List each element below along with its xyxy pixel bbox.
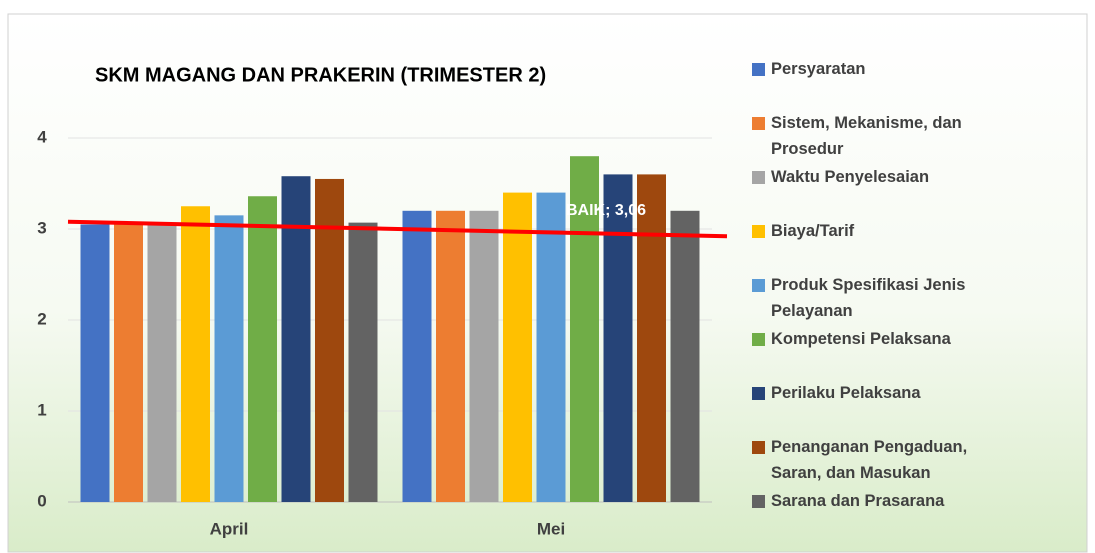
legend-swatch — [752, 441, 765, 454]
legend-label: Waktu Penyelesaian — [771, 168, 930, 186]
legend-label: Sistem, Mekanisme, dan Prosedur — [771, 114, 962, 158]
bar — [436, 210, 465, 503]
y-tick-label: 1 — [37, 400, 46, 419]
bar — [214, 215, 244, 502]
chart-title: SKM MAGANG DAN PRAKERIN (TRIMESTER 2) — [95, 64, 546, 86]
bar — [536, 192, 566, 502]
x-tick-label: April — [210, 519, 249, 538]
bar — [469, 210, 499, 503]
y-tick-label: 4 — [37, 127, 47, 146]
bar — [181, 206, 210, 502]
legend-label: Kompetensi Pelaksana — [771, 330, 951, 348]
legend-swatch — [752, 171, 765, 184]
legend-item: Perilaku Pelaksana — [752, 380, 1052, 406]
legend-swatch — [752, 63, 765, 76]
legend-item: Biaya/Tarif — [752, 218, 1052, 244]
x-tick-label: Mei — [537, 519, 565, 538]
legend-item: Waktu Penyelesaian — [752, 164, 1052, 190]
legend-swatch — [752, 279, 765, 292]
bar — [503, 192, 532, 502]
legend-item: Persyaratan — [752, 56, 1052, 82]
bar — [670, 210, 700, 503]
bar — [114, 222, 143, 502]
annotation: BAIK; 3,06 — [566, 202, 646, 219]
legend-label: Produk Spesifikasi Jenis Pelayanan — [771, 276, 966, 320]
legend-item: Kompetensi Pelaksana — [752, 326, 1052, 352]
bar — [147, 224, 177, 502]
legend-item: Sistem, Mekanisme, dan Prosedur — [752, 110, 1052, 162]
bar — [570, 156, 599, 502]
trend-line — [67, 219, 728, 239]
legend-swatch — [752, 225, 765, 238]
y-tick-label: 3 — [37, 218, 46, 237]
legend-label: Penanganan Pengaduan, Saran, dan Masukan — [771, 438, 968, 482]
legend-label: Persyaratan — [771, 60, 866, 78]
bar — [402, 210, 432, 503]
legend-swatch — [752, 333, 765, 346]
legend-label: Biaya/Tarif — [771, 222, 855, 240]
bar — [637, 174, 666, 502]
bar — [348, 222, 378, 502]
legend-swatch — [752, 495, 765, 508]
bar — [281, 176, 311, 502]
bar — [603, 174, 633, 502]
bar — [80, 224, 110, 502]
legend-swatch — [752, 117, 765, 130]
legend-label: Perilaku Pelaksana — [771, 384, 921, 402]
y-tick-label: 0 — [37, 491, 46, 510]
legend-item: Produk Spesifikasi Jenis Pelayanan — [752, 272, 1052, 324]
legend-item: Penanganan Pengaduan, Saran, dan Masukan — [752, 434, 1052, 486]
y-tick-label: 2 — [37, 309, 46, 328]
legend-label: Sarana dan Prasarana — [771, 492, 945, 510]
bar — [315, 178, 344, 502]
legend-item: Sarana dan Prasarana — [752, 488, 1052, 514]
bar — [248, 196, 277, 503]
legend-swatch — [752, 387, 765, 400]
